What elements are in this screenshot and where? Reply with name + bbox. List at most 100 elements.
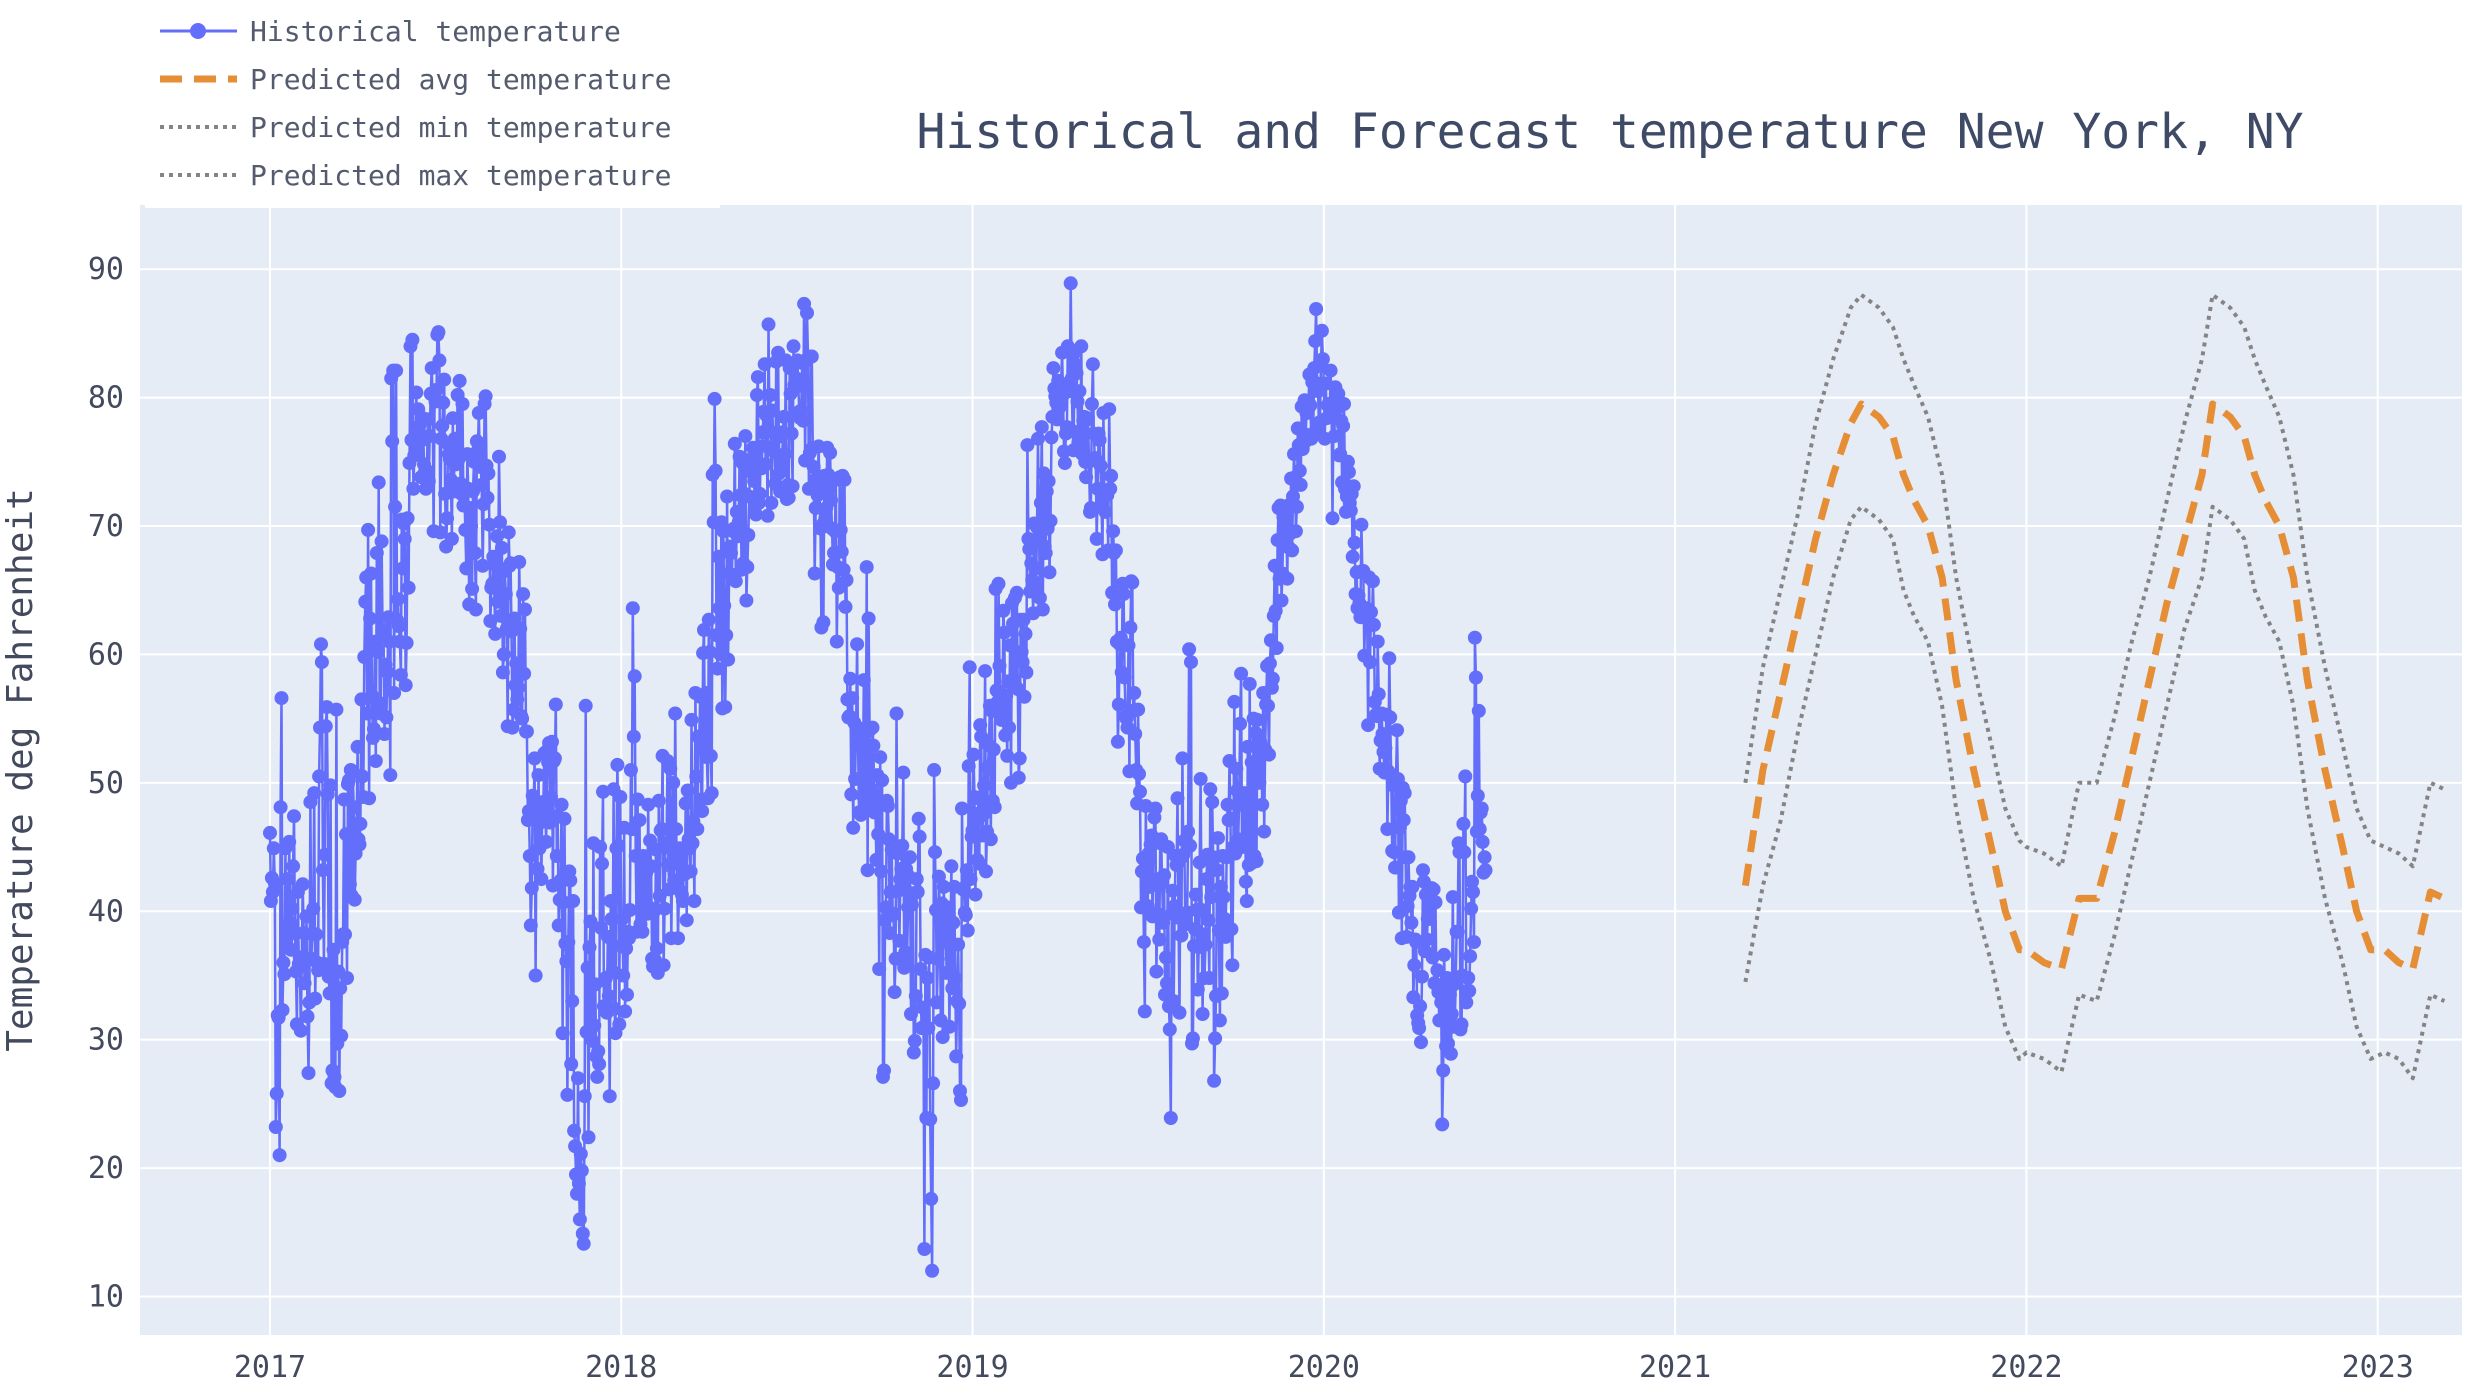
data-point <box>1268 603 1283 618</box>
data-point <box>1336 418 1351 433</box>
data-point <box>1365 574 1380 589</box>
data-point <box>1214 986 1229 1001</box>
data-point <box>1038 546 1053 560</box>
data-point <box>1325 511 1340 526</box>
y-tick-label: 60 <box>88 637 124 672</box>
legend-item-historical[interactable]: Historical temperature <box>160 15 621 48</box>
data-point <box>747 474 762 489</box>
data-point <box>1159 950 1173 965</box>
data-point <box>1465 874 1479 889</box>
data-point <box>702 644 717 659</box>
legend-label-predicted-avg: Predicted avg temperature <box>250 63 671 96</box>
data-point <box>1165 883 1180 898</box>
data-point <box>966 747 981 762</box>
data-point <box>501 525 516 540</box>
data-point <box>1017 689 1032 704</box>
data-point <box>1242 677 1257 691</box>
data-point <box>626 729 641 744</box>
data-point <box>1467 630 1482 645</box>
data-point <box>445 411 460 426</box>
data-point <box>843 671 858 686</box>
data-point <box>1308 334 1323 349</box>
data-point <box>627 669 642 684</box>
data-point <box>889 706 904 721</box>
data-point <box>280 872 295 887</box>
data-point <box>960 923 975 938</box>
data-point <box>1471 703 1486 718</box>
data-point <box>287 809 301 824</box>
data-point <box>777 447 792 462</box>
data-point <box>749 507 763 522</box>
data-point <box>604 912 619 926</box>
data-point <box>680 783 695 798</box>
data-point <box>600 929 615 944</box>
data-point <box>361 522 376 537</box>
data-point <box>1167 899 1182 914</box>
data-point <box>567 1123 582 1138</box>
data-point <box>917 1242 932 1256</box>
data-point <box>1280 571 1295 586</box>
x-tick-label: 2023 <box>2342 1350 2414 1384</box>
data-point <box>593 840 608 854</box>
data-point <box>362 791 377 806</box>
data-point <box>1012 751 1027 766</box>
data-point <box>962 660 977 675</box>
data-point <box>1111 697 1126 712</box>
data-point <box>1050 412 1065 427</box>
data-point <box>1238 874 1253 889</box>
data-point <box>973 718 988 733</box>
legend-item-predicted-min[interactable]: Predicted min temperature <box>160 111 671 144</box>
data-point <box>544 790 558 804</box>
data-point <box>1450 924 1465 939</box>
data-point <box>507 611 522 626</box>
data-point <box>1364 605 1378 620</box>
data-point <box>580 960 595 975</box>
data-point <box>776 409 791 424</box>
data-point <box>720 489 735 504</box>
data-point <box>717 598 732 613</box>
data-point <box>1207 1073 1222 1088</box>
legend-item-predicted-avg[interactable]: Predicted avg temperature <box>160 63 671 96</box>
data-point <box>1188 887 1203 902</box>
data-point <box>908 989 923 1003</box>
data-point <box>997 625 1012 640</box>
data-point <box>844 787 859 802</box>
data-point <box>1468 670 1483 685</box>
data-point <box>871 827 886 842</box>
data-point <box>1019 665 1034 680</box>
data-point <box>601 989 616 1003</box>
legend-item-predicted-max[interactable]: Predicted max temperature <box>160 159 671 192</box>
data-point <box>385 434 400 449</box>
data-point <box>274 691 289 706</box>
data-point <box>657 901 672 916</box>
data-point <box>481 466 496 481</box>
data-point <box>1127 686 1142 700</box>
y-tick-label: 10 <box>88 1279 124 1314</box>
data-point <box>867 805 882 820</box>
data-point <box>509 656 524 671</box>
data-point <box>1309 302 1324 316</box>
data-point <box>895 838 910 853</box>
data-point <box>763 388 778 402</box>
data-point <box>459 561 474 576</box>
data-point <box>1292 463 1307 478</box>
data-point <box>1436 1063 1451 1078</box>
legend-label-historical: Historical temperature <box>250 15 621 48</box>
y-tick-label: 50 <box>88 766 124 801</box>
data-point <box>557 811 572 826</box>
data-point <box>1069 366 1084 381</box>
data-point <box>551 918 566 933</box>
data-point <box>1193 772 1208 786</box>
data-point <box>1083 501 1098 515</box>
data-point <box>986 742 1001 757</box>
data-point <box>978 664 993 679</box>
data-point <box>896 765 911 780</box>
data-point <box>900 949 915 964</box>
legend[interactable]: Historical temperature Predicted avg tem… <box>145 8 720 208</box>
data-point <box>463 501 478 515</box>
data-point <box>306 901 321 916</box>
series-2 <box>1743 504 2446 1081</box>
data-point <box>1121 638 1136 653</box>
data-point <box>752 486 767 501</box>
x-axis-ticks: 2017 2018 2019 2020 2021 2022 2023 <box>234 1350 2414 1384</box>
